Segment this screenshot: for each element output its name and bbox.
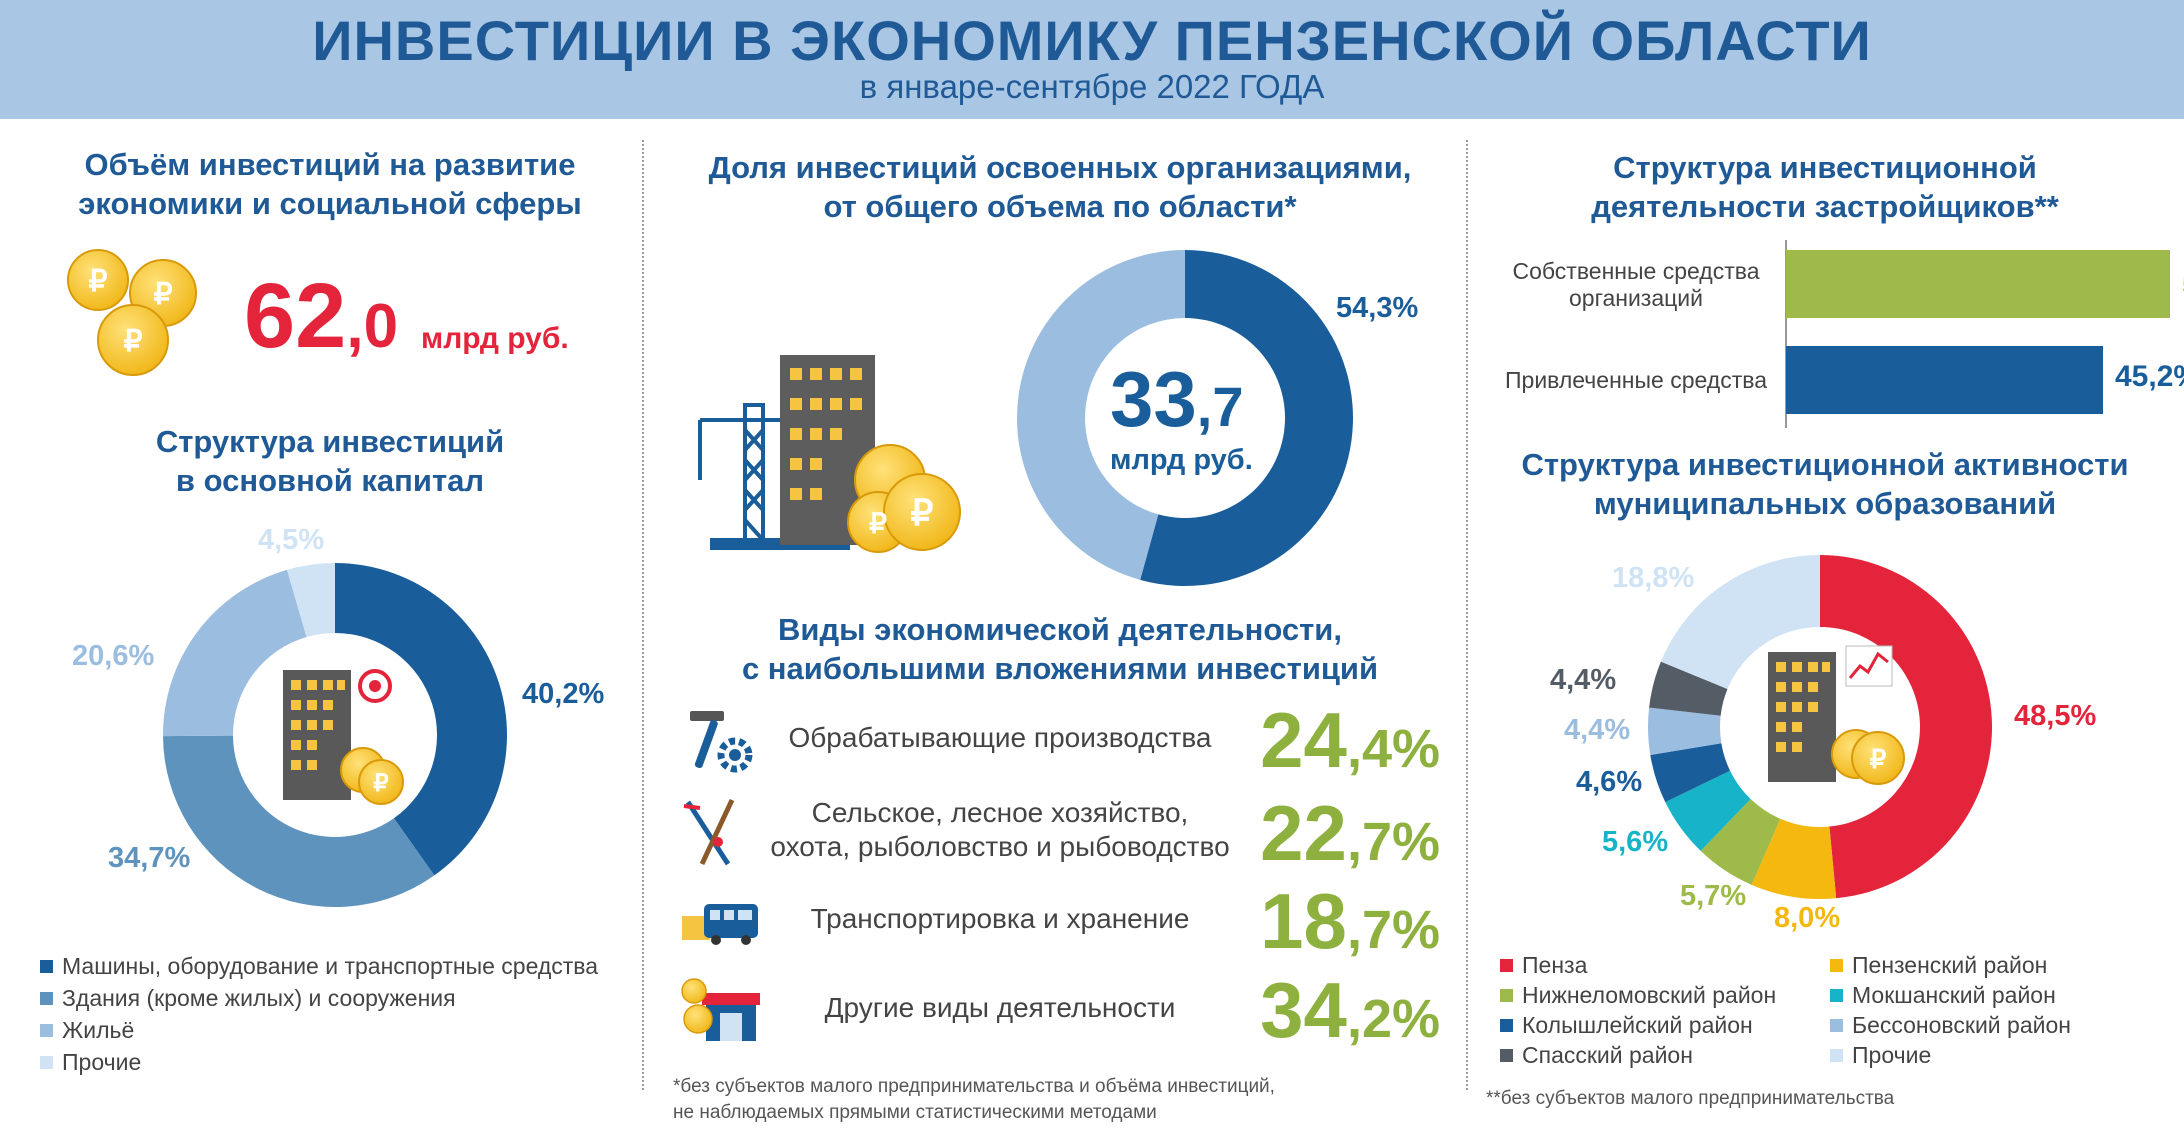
developers-axis-line (1785, 240, 1787, 428)
activity-value: 34,2% (1260, 966, 1440, 1054)
muni-slice-2 (1700, 799, 1781, 885)
developers-value-own: 54,8% (2182, 268, 2184, 302)
legend-item: Бессоновский район (1830, 1010, 2160, 1040)
svg-text:₽: ₽ (88, 265, 107, 298)
activity-name: Другие виды деятельности (824, 992, 1176, 1023)
muni-slice-0 (1820, 555, 1992, 899)
hammer-gear-icon (690, 711, 753, 773)
muni-slice-6 (1649, 661, 1728, 716)
legend-item: Мокшанский район (1830, 980, 2160, 1010)
activity-row-transport: Транспортировка и хранение 18,7% (680, 876, 1440, 966)
volume-unit: млрд руб. (421, 322, 569, 355)
truck-bus-icon (682, 904, 758, 945)
muni-label-other: 18,8% (1612, 562, 1695, 594)
fixed-slice-1 (163, 735, 435, 907)
page-title: ИНВЕСТИЦИИ В ЭКОНОМИКУ ПЕНЗЕНСКОЙ ОБЛАСТ… (312, 9, 1872, 72)
muni-slice-4 (1650, 743, 1731, 803)
developers-label-attracted: Привлеченные средства (1505, 367, 1767, 393)
developers-bar-attracted (1786, 346, 2103, 414)
legend-item: Спасский район (1500, 1040, 1830, 1070)
fixed-slice-3 (287, 563, 335, 638)
muni-label-penza: 48,5% (2014, 700, 2097, 732)
activity-row-other: Другие виды деятельности 34,2% (680, 965, 1440, 1055)
fixed-slice-0 (335, 563, 507, 876)
muni-slice-3 (1665, 770, 1751, 851)
header-banner: ИНВЕСТИЦИИ В ЭКОНОМИКУ ПЕНЗЕНСКОЙ ОБЛАСТ… (0, 0, 2184, 119)
activity-value: 24,4% (1260, 696, 1440, 784)
share-donut-chart (1017, 250, 1353, 586)
legend-item: Пензенский район (1830, 950, 2160, 980)
muni-slice-5 (1648, 707, 1722, 755)
column-divider-left (642, 140, 644, 1090)
municipal-donut-chart (1648, 555, 1992, 899)
muni-label-bessonov: 4,4% (1564, 714, 1631, 746)
fixed-label-machines: 40,2% (522, 678, 605, 710)
footnote-organizations: *без субъектов малого предпринимательств… (673, 1076, 1275, 1123)
svg-text:₽: ₽ (373, 770, 388, 797)
legend-item: Колышлейский район (1500, 1010, 1830, 1040)
share-percent-label: 54,3% (1336, 292, 1419, 324)
activity-value: 18,7% (1260, 877, 1440, 965)
activity-name: Обрабатывающие производства (788, 722, 1212, 753)
legend-item: Прочие (40, 1046, 598, 1078)
muni-label-mokshan: 5,6% (1602, 826, 1669, 858)
activity-name: Сельское, лесное хозяйство, охота, рыбол… (770, 797, 1230, 862)
building-growth-icon: ₽ (1768, 645, 1905, 785)
share-center-value: 33,7 (1110, 355, 1244, 443)
muni-label-kolyshley: 4,6% (1576, 766, 1643, 798)
share-center-unit: млрд руб. (1110, 444, 1253, 476)
footnote-developers: **без субъектов малого предпринимательст… (1486, 1088, 1895, 1109)
svg-text:₽: ₽ (1870, 744, 1887, 774)
municipal-title: Структура инвестиционной активности муни… (1521, 447, 2129, 521)
column-divider-right (1466, 140, 1468, 1090)
volume-title: Объём инвестиций на развитие экономики и… (78, 147, 582, 221)
svg-text:₽: ₽ (153, 278, 172, 311)
volume-value: 62,0 (244, 265, 399, 367)
fixed-capital-legend: Машины, оборудование и транспортные сред… (40, 950, 598, 1078)
legend-item: Машины, оборудование и транспортные сред… (40, 950, 598, 982)
developers-title: Структура инвестиционной деятельности за… (1591, 150, 2059, 224)
share-title: Доля инвестиций освоенных организациями,… (708, 150, 1412, 224)
muni-slice-1 (1751, 818, 1837, 899)
activity-row-agriculture: Сельское, лесное хозяйство, охота, рыбол… (680, 788, 1440, 878)
muni-label-spassk: 4,4% (1550, 664, 1617, 696)
muni-slice-7 (1660, 555, 1820, 690)
municipal-legend: Пенза Пензенский район Нижнеломовский ра… (1500, 950, 2160, 1070)
fixed-capital-title: Структура инвестиций в основной капитал (155, 424, 505, 498)
shop-coins-icon (681, 978, 760, 1041)
activities-title: Виды экономической деятельности, с наибо… (741, 612, 1379, 686)
svg-text:₽: ₽ (869, 508, 887, 539)
svg-text:₽: ₽ (911, 492, 934, 533)
ruble-coins-icon: ₽ ₽ ₽ (67, 249, 197, 376)
share-slice-1 (1017, 250, 1185, 580)
legend-item: Здания (кроме жилых) и сооружения (40, 982, 598, 1014)
building-target-icon: ₽ (283, 669, 404, 805)
fixed-slice-2 (163, 569, 307, 737)
developers-value-attracted: 45,2% (2115, 360, 2184, 393)
fixed-label-housing: 20,6% (72, 640, 155, 672)
legend-item: Нижнеломовский район (1500, 980, 1830, 1010)
legend-item: Жильё (40, 1014, 598, 1046)
fixed-label-other: 4,5% (258, 524, 325, 556)
developers-bar-own (1786, 250, 2170, 318)
page-subtitle: в январе-сентябре 2022 ГОДА (859, 68, 1325, 105)
building-crane-icon: ₽ ₽ (698, 355, 961, 553)
svg-text:₽: ₽ (123, 325, 142, 358)
muni-label-penza-district: 8,0% (1774, 902, 1841, 934)
muni-label-nizhnelomov: 5,7% (1680, 880, 1747, 912)
rods-icon (683, 798, 735, 866)
legend-item: Пенза (1500, 950, 1830, 980)
activity-value: 22,7% (1260, 789, 1440, 877)
share-slice-0 (1140, 250, 1353, 586)
fixed-capital-donut-chart (163, 563, 507, 907)
activity-row-manufacturing: Обрабатывающие производства 24,4% (680, 695, 1440, 785)
activity-name: Транспортировка и хранение (810, 903, 1190, 934)
fixed-label-buildings: 34,7% (108, 842, 191, 874)
developers-label-own: Собственные средства организаций (1512, 258, 1760, 311)
legend-item: Прочие (1830, 1040, 2160, 1070)
